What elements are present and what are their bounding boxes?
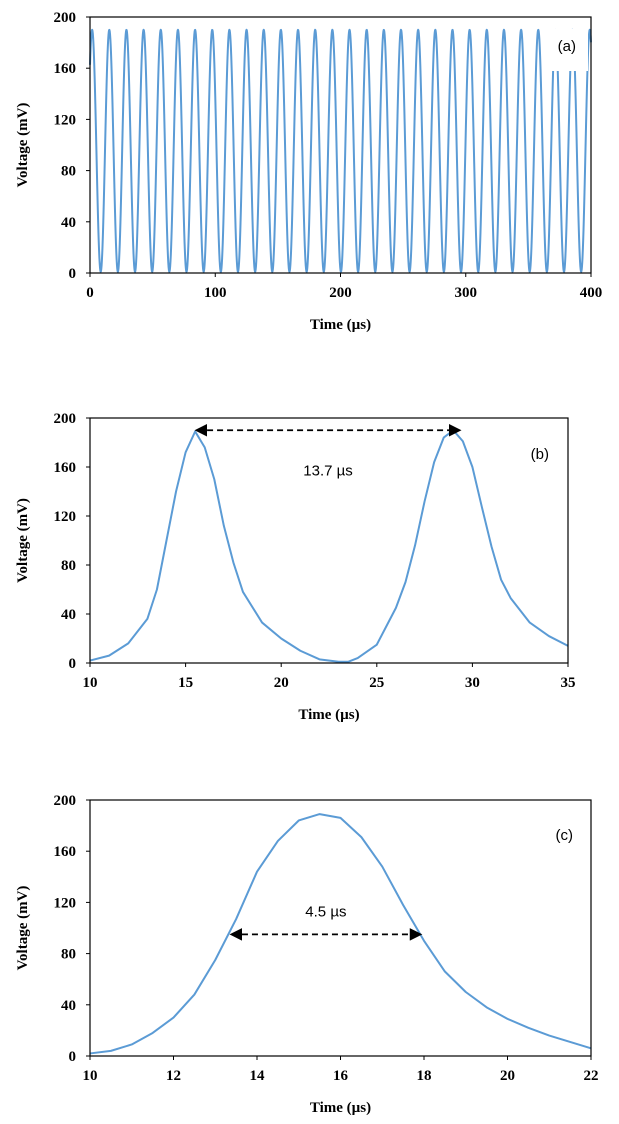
interval-label: 13.7 µs bbox=[303, 462, 353, 479]
x-tick-label: 15 bbox=[178, 675, 193, 691]
x-axis-label: Time (µs) bbox=[298, 707, 359, 723]
y-tick-label: 40 bbox=[61, 215, 76, 231]
y-tick-label: 120 bbox=[54, 509, 77, 525]
x-tick-label: 300 bbox=[455, 285, 478, 301]
y-tick-label: 200 bbox=[54, 793, 77, 809]
plot-frame bbox=[89, 417, 569, 664]
x-tick-label: 200 bbox=[329, 285, 352, 301]
y-axis-label: Voltage (mV) bbox=[15, 498, 31, 583]
x-tick-label: 18 bbox=[417, 1068, 432, 1084]
panel-label: (c) bbox=[556, 827, 574, 844]
panel-b: (b) 10 15 20 25 30 35 0 40 80 120 160 200 Time (µs) Vo… bbox=[15, 411, 576, 723]
y-tick-label: 160 bbox=[54, 460, 77, 476]
y-tick-label: 160 bbox=[54, 61, 77, 77]
x-tick-label: 16 bbox=[333, 1068, 349, 1084]
y-tick-label: 80 bbox=[61, 164, 76, 180]
y-axis-label: Voltage (mV) bbox=[15, 886, 31, 971]
y-tick-label: 0 bbox=[69, 656, 77, 672]
x-tick-label: 30 bbox=[465, 675, 480, 691]
panel-label-box bbox=[548, 29, 588, 71]
interval-label: 4.5 µs bbox=[305, 903, 346, 920]
x-tick-label: 10 bbox=[83, 675, 98, 691]
x-axis-label: Time (µs) bbox=[310, 317, 371, 333]
y-tick-label: 200 bbox=[54, 411, 77, 427]
y-tick-label: 40 bbox=[61, 998, 76, 1014]
x-tick-label: 400 bbox=[580, 285, 603, 301]
y-tick-label: 0 bbox=[69, 1049, 77, 1065]
y-tick-label: 120 bbox=[54, 895, 77, 911]
x-tick-label: 0 bbox=[86, 285, 94, 301]
y-tick-label: 160 bbox=[54, 844, 77, 860]
plot-frame bbox=[89, 799, 592, 1057]
x-tick-label: 10 bbox=[83, 1068, 98, 1084]
x-tick-label: 25 bbox=[369, 675, 384, 691]
y-tick-label: 200 bbox=[54, 10, 77, 26]
x-tick-label: 22 bbox=[584, 1068, 599, 1084]
x-axis-label: Time (µs) bbox=[310, 1100, 371, 1116]
panel-label: (b) bbox=[531, 446, 549, 463]
panel-label-box bbox=[505, 437, 561, 467]
x-tick-label: 100 bbox=[204, 285, 227, 301]
panel-a: (a) 0 100 200 300 400 0 40 80 120 160 200 Time (µs) V… bbox=[15, 10, 602, 333]
panel-c: (c) 10 12 14 16 18 20 22 0 40 80 120 160 200 Time (µs)… bbox=[15, 793, 599, 1116]
x-tick-label: 20 bbox=[500, 1068, 515, 1084]
y-tick-label: 40 bbox=[61, 607, 76, 623]
x-tick-label: 20 bbox=[274, 675, 289, 691]
voltage-trace bbox=[89, 813, 592, 1055]
x-tick-label: 12 bbox=[166, 1068, 181, 1084]
y-tick-label: 80 bbox=[61, 947, 76, 963]
voltage-trace bbox=[89, 429, 569, 663]
x-tick-label: 35 bbox=[561, 675, 576, 691]
panel-label: (a) bbox=[558, 38, 576, 55]
panel-label-box bbox=[545, 818, 585, 848]
voltage-trace bbox=[89, 28, 592, 273]
x-tick-label: 14 bbox=[250, 1068, 266, 1084]
y-axis-label: Voltage (mV) bbox=[15, 103, 31, 188]
y-tick-label: 120 bbox=[54, 112, 77, 128]
y-tick-label: 80 bbox=[61, 558, 76, 574]
y-tick-label: 0 bbox=[69, 266, 77, 282]
